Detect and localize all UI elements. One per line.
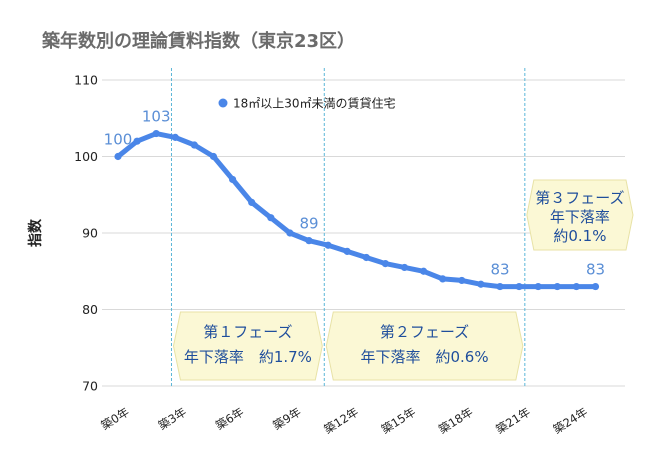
x-tick-label: 築21年 [493, 405, 532, 437]
data-point [534, 282, 542, 291]
data-point [591, 282, 600, 291]
x-tick-label: 築15年 [379, 405, 418, 437]
data-point [267, 214, 275, 222]
data-point [324, 241, 332, 249]
phase3-rate-label: 年下落率 [550, 208, 610, 226]
phase2-banner [325, 311, 524, 381]
data-label: 89 [299, 215, 318, 233]
data-point [553, 282, 561, 291]
data-label: 103 [142, 108, 171, 126]
x-tick-label: 築12年 [321, 405, 360, 437]
data-point [133, 137, 141, 145]
phase3-banner [526, 179, 634, 251]
x-tick-label: 築0年 [98, 405, 131, 433]
y-axis-label: 指数 [27, 218, 44, 247]
data-point [209, 152, 218, 161]
data-point [286, 229, 294, 237]
data-point [400, 263, 409, 272]
data-point [362, 253, 370, 262]
phase1-rate: 年下落率 約1.7% [184, 348, 312, 366]
y-tick-label: 110 [74, 73, 98, 88]
data-point [343, 247, 351, 255]
legend-marker [218, 98, 228, 108]
x-tick-label: 築3年 [156, 405, 189, 433]
data-point [152, 129, 160, 138]
legend-label: 18㎡以上30㎡未満の賃貸住宅 [233, 96, 396, 111]
phase1-title: 第１フェーズ [203, 323, 292, 341]
y-tick-label: 100 [74, 149, 98, 164]
data-point [305, 237, 313, 245]
data-point [171, 133, 179, 141]
data-point [515, 282, 523, 291]
x-tick-label: 築6年 [213, 405, 246, 433]
phase1-banner [172, 311, 323, 381]
data-point [381, 260, 389, 268]
phase2-rate: 年下落率 約0.6% [361, 348, 489, 366]
phase3-rate-value: 約0.1% [553, 227, 606, 245]
data-label: 83 [490, 261, 509, 279]
phase3-title: 第３フェーズ [535, 189, 624, 207]
data-point [114, 152, 122, 161]
phase2-title: 第２フェーズ [380, 323, 469, 341]
data-point [496, 282, 504, 291]
data-point [190, 141, 198, 149]
data-point [420, 267, 428, 275]
data-point [229, 175, 237, 184]
data-point [248, 198, 256, 206]
data-point [572, 282, 581, 291]
data-point [477, 280, 485, 288]
data-label: 83 [586, 261, 605, 279]
data-point [439, 275, 447, 283]
x-tick-label: 築9年 [270, 405, 303, 433]
data-label: 100 [104, 131, 133, 149]
x-tick-label: 築18年 [436, 405, 475, 437]
chart-title: 築年数別の理論賃料指数（東京23区） [42, 31, 356, 52]
data-point [458, 276, 466, 285]
y-tick-label: 80 [82, 302, 98, 317]
y-tick-label: 70 [82, 379, 98, 394]
x-tick-label: 築24年 [551, 405, 590, 437]
y-tick-label: 90 [82, 226, 98, 241]
